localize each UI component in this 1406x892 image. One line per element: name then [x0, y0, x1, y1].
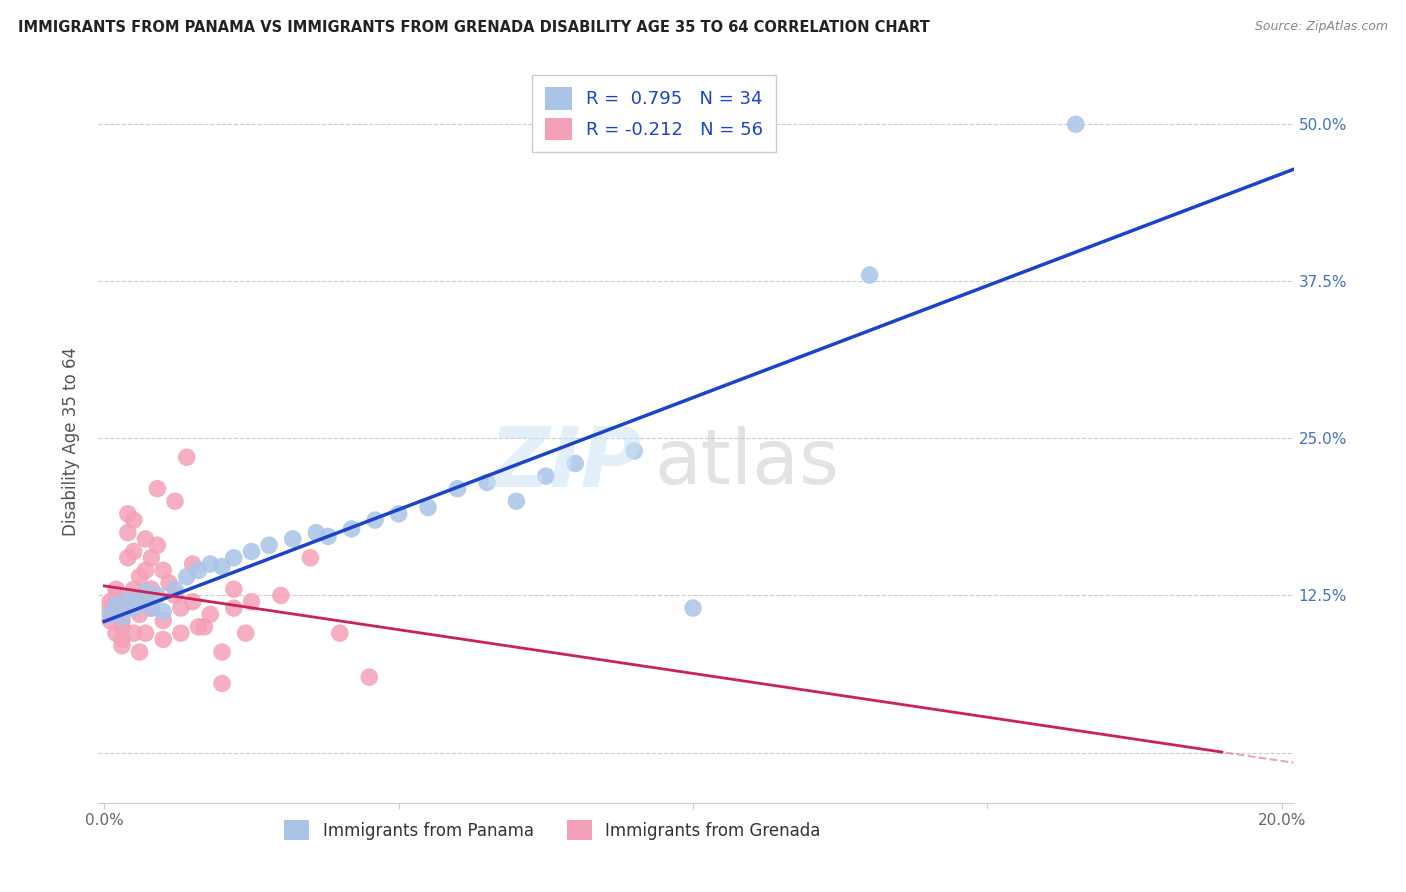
Point	[111, 639, 134, 653]
Point	[111, 610, 134, 624]
Point	[359, 670, 381, 684]
Point	[235, 626, 257, 640]
Point	[257, 538, 280, 552]
Point	[134, 563, 156, 577]
Point	[176, 450, 198, 465]
Point	[193, 620, 215, 634]
Point	[240, 595, 263, 609]
Point	[105, 582, 128, 597]
Point	[111, 632, 134, 647]
Point	[146, 482, 169, 496]
Point	[222, 601, 245, 615]
Text: IMMIGRANTS FROM PANAMA VS IMMIGRANTS FROM GRENADA DISABILITY AGE 35 TO 64 CORREL: IMMIGRANTS FROM PANAMA VS IMMIGRANTS FRO…	[18, 20, 929, 35]
Point	[117, 507, 139, 521]
Point	[128, 645, 150, 659]
Point	[152, 605, 174, 619]
Point	[157, 575, 180, 590]
Point	[152, 614, 174, 628]
Point	[122, 601, 145, 615]
Point	[141, 601, 163, 615]
Point	[316, 529, 339, 543]
Point	[128, 595, 150, 609]
Point	[105, 597, 128, 611]
Point	[1064, 117, 1087, 131]
Point	[564, 457, 586, 471]
Point	[475, 475, 498, 490]
Point	[211, 559, 233, 574]
Point	[299, 550, 322, 565]
Point	[388, 507, 411, 521]
Point	[152, 632, 174, 647]
Point	[181, 595, 204, 609]
Point	[152, 563, 174, 577]
Point	[222, 550, 245, 565]
Point	[117, 525, 139, 540]
Text: Source: ZipAtlas.com: Source: ZipAtlas.com	[1254, 20, 1388, 33]
Point	[170, 601, 193, 615]
Point	[117, 550, 139, 565]
Point	[111, 601, 134, 615]
Point	[187, 620, 209, 634]
Point	[163, 582, 186, 597]
Point	[122, 582, 145, 597]
Point	[117, 595, 139, 609]
Point	[364, 513, 387, 527]
Point	[128, 607, 150, 622]
Point	[122, 626, 145, 640]
Point	[122, 513, 145, 527]
Point	[128, 595, 150, 609]
Point	[170, 626, 193, 640]
Point	[105, 626, 128, 640]
Point	[623, 444, 645, 458]
Point	[163, 589, 186, 603]
Point	[340, 522, 363, 536]
Point	[200, 557, 222, 571]
Point	[240, 544, 263, 558]
Text: atlas: atlas	[654, 426, 839, 500]
Point	[141, 550, 163, 565]
Point	[146, 589, 169, 603]
Point	[146, 538, 169, 552]
Point	[105, 589, 128, 603]
Point	[122, 544, 145, 558]
Point	[222, 582, 245, 597]
Point	[305, 525, 328, 540]
Point	[128, 569, 150, 583]
Legend: Immigrants from Panama, Immigrants from Grenada: Immigrants from Panama, Immigrants from …	[276, 812, 830, 848]
Point	[141, 582, 163, 597]
Point	[105, 607, 128, 622]
Point	[200, 607, 222, 622]
Point	[211, 645, 233, 659]
Point	[329, 626, 352, 640]
Point	[505, 494, 527, 508]
Point	[416, 500, 439, 515]
Point	[134, 626, 156, 640]
Point	[682, 601, 704, 615]
Point	[98, 614, 121, 628]
Point	[98, 595, 121, 609]
Point	[111, 620, 134, 634]
Point	[446, 482, 468, 496]
Text: ZIP: ZIP	[489, 423, 643, 504]
Y-axis label: Disability Age 35 to 64: Disability Age 35 to 64	[62, 347, 80, 536]
Point	[98, 607, 121, 622]
Point	[134, 584, 156, 599]
Point	[211, 676, 233, 690]
Point	[270, 589, 292, 603]
Point	[534, 469, 557, 483]
Point	[859, 268, 882, 282]
Point	[187, 563, 209, 577]
Point	[134, 532, 156, 546]
Point	[111, 614, 134, 628]
Point	[98, 601, 121, 615]
Point	[141, 601, 163, 615]
Point	[181, 557, 204, 571]
Point	[281, 532, 304, 546]
Point	[117, 592, 139, 607]
Point	[176, 569, 198, 583]
Point	[163, 494, 186, 508]
